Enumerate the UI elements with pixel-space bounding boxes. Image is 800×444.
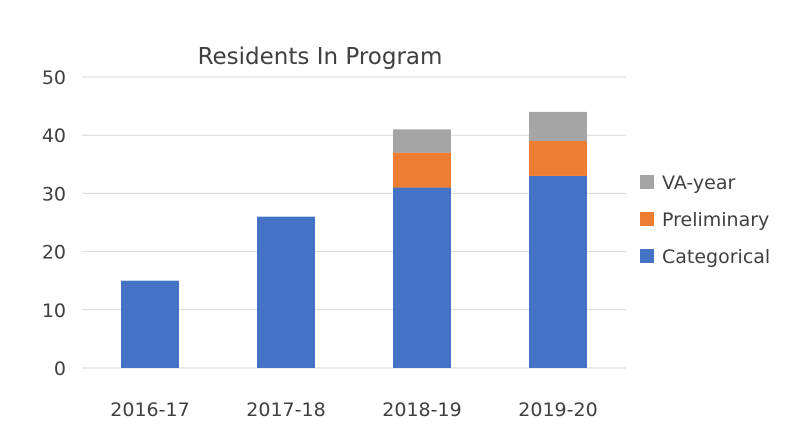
- legend: VA-year Preliminary Categorical: [640, 172, 770, 268]
- y-tick-label: 30: [42, 183, 66, 205]
- bar-preliminary-2019-20: [529, 141, 587, 176]
- bar-categorical-2017-18: [257, 216, 315, 368]
- bar-categorical-2019-20: [529, 175, 587, 368]
- bars: [121, 111, 587, 368]
- y-tick-label: 20: [42, 242, 66, 264]
- x-tick-label: 2017-18: [246, 399, 325, 421]
- legend-label: Categorical: [662, 246, 770, 268]
- bar-preliminary-2018-19: [393, 152, 451, 188]
- legend-label: Preliminary: [662, 209, 769, 231]
- y-tick-label: 40: [42, 125, 66, 147]
- legend-swatch-preliminary: [640, 212, 654, 226]
- legend-label: VA-year: [662, 172, 735, 194]
- x-tick-label: 2018-19: [382, 399, 461, 421]
- x-tick-label: 2019-20: [518, 399, 597, 421]
- legend-swatch-categorical: [640, 249, 654, 263]
- x-axis-tick-labels: 2016-17 2017-18 2018-19 2019-20: [110, 399, 597, 421]
- y-tick-label: 10: [42, 300, 66, 322]
- y-axis-tick-labels: 0 10 20 30 40 50: [42, 67, 66, 380]
- y-tick-label: 50: [42, 67, 66, 89]
- bar-va-year-2019-20: [529, 111, 587, 142]
- legend-swatch-va-year: [640, 175, 654, 189]
- bar-categorical-2018-19: [393, 187, 451, 368]
- bar-va-year-2018-19: [393, 129, 451, 153]
- x-tick-label: 2016-17: [110, 399, 189, 421]
- chart-title: Residents In Program: [198, 44, 443, 70]
- y-tick-label: 0: [54, 358, 66, 380]
- bar-categorical-2016-17: [121, 280, 179, 368]
